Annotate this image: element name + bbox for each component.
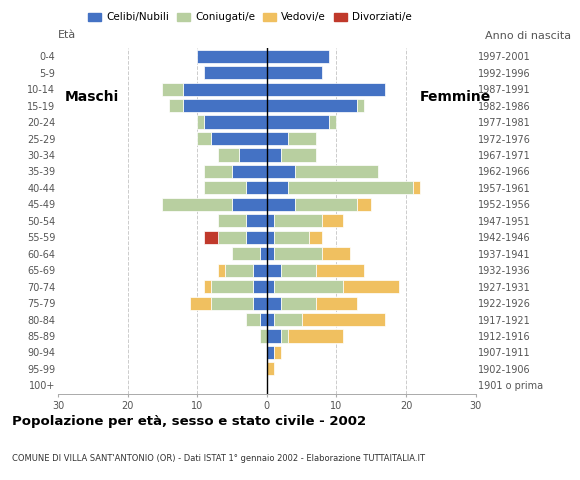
Bar xyxy=(267,214,274,228)
Bar xyxy=(239,148,267,162)
Bar xyxy=(232,198,267,211)
Bar xyxy=(357,99,364,112)
Bar xyxy=(281,329,288,343)
Bar xyxy=(267,116,329,129)
Bar xyxy=(267,231,274,244)
Bar xyxy=(162,198,232,211)
Bar xyxy=(246,313,260,326)
Bar xyxy=(197,49,267,63)
Bar xyxy=(295,198,357,211)
Bar xyxy=(322,247,350,260)
Bar xyxy=(267,83,385,96)
Bar xyxy=(288,181,413,194)
Bar xyxy=(183,99,267,112)
Bar xyxy=(274,313,302,326)
Bar xyxy=(253,280,267,293)
Bar xyxy=(267,165,295,178)
Bar xyxy=(274,247,322,260)
Bar xyxy=(211,132,267,145)
Bar xyxy=(316,297,357,310)
Bar xyxy=(302,313,385,326)
Bar xyxy=(204,165,232,178)
Bar xyxy=(260,247,267,260)
Bar xyxy=(274,346,281,359)
Bar xyxy=(218,231,246,244)
Bar xyxy=(267,313,274,326)
Text: COMUNE DI VILLA SANT'ANTONIO (OR) - Dati ISTAT 1° gennaio 2002 - Elaborazione TU: COMUNE DI VILLA SANT'ANTONIO (OR) - Dati… xyxy=(12,454,425,463)
Bar xyxy=(274,214,322,228)
Bar xyxy=(246,231,267,244)
Text: Età: Età xyxy=(58,30,76,40)
Bar xyxy=(218,148,239,162)
Bar xyxy=(204,116,267,129)
Bar xyxy=(413,181,420,194)
Bar xyxy=(267,99,357,112)
Bar xyxy=(246,181,267,194)
Bar xyxy=(267,346,274,359)
Bar xyxy=(211,280,253,293)
Bar xyxy=(288,132,316,145)
Bar xyxy=(267,264,281,277)
Bar xyxy=(169,99,183,112)
Bar xyxy=(218,214,246,228)
Bar xyxy=(274,231,309,244)
Bar xyxy=(267,198,295,211)
Bar xyxy=(232,247,260,260)
Bar xyxy=(225,264,253,277)
Text: Femmine: Femmine xyxy=(420,90,491,104)
Bar xyxy=(267,49,329,63)
Bar xyxy=(267,297,281,310)
Bar xyxy=(274,280,343,293)
Bar xyxy=(197,132,211,145)
Bar xyxy=(281,297,316,310)
Bar xyxy=(295,165,378,178)
Bar xyxy=(253,297,267,310)
Bar xyxy=(218,264,225,277)
Bar xyxy=(260,313,267,326)
Bar xyxy=(204,181,246,194)
Bar xyxy=(267,329,281,343)
Bar xyxy=(253,264,267,277)
Bar xyxy=(246,214,267,228)
Bar xyxy=(343,280,399,293)
Text: Maschi: Maschi xyxy=(65,90,119,104)
Bar xyxy=(267,132,288,145)
Bar xyxy=(267,181,288,194)
Bar xyxy=(232,165,267,178)
Bar xyxy=(288,329,343,343)
Bar xyxy=(260,329,267,343)
Bar xyxy=(267,280,274,293)
Bar xyxy=(162,83,183,96)
Bar xyxy=(267,247,274,260)
Bar xyxy=(267,148,281,162)
Bar xyxy=(281,148,316,162)
Bar xyxy=(309,231,322,244)
Text: Popolazione per età, sesso e stato civile - 2002: Popolazione per età, sesso e stato civil… xyxy=(12,415,366,428)
Bar xyxy=(190,297,211,310)
Text: Anno di nascita: Anno di nascita xyxy=(485,31,571,41)
Bar xyxy=(204,280,211,293)
Bar xyxy=(197,116,204,129)
Bar xyxy=(329,116,336,129)
Bar xyxy=(204,231,218,244)
Bar xyxy=(357,198,371,211)
Bar xyxy=(316,264,364,277)
Bar xyxy=(204,66,267,79)
Bar xyxy=(322,214,343,228)
Bar xyxy=(281,264,316,277)
Bar xyxy=(267,362,274,375)
Bar xyxy=(183,83,267,96)
Bar xyxy=(211,297,253,310)
Bar xyxy=(267,66,322,79)
Legend: Celibi/Nubili, Coniugati/e, Vedovi/e, Divorziati/e: Celibi/Nubili, Coniugati/e, Vedovi/e, Di… xyxy=(84,8,416,26)
